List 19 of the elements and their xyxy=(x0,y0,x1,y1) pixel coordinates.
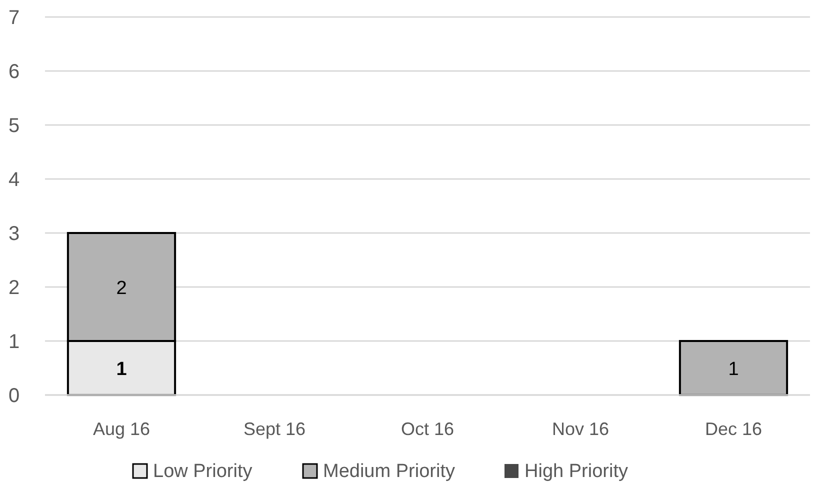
x-tick-label: Oct 16 xyxy=(400,419,454,439)
x-tick-label: Sept 16 xyxy=(243,419,306,439)
y-tick-label: 2 xyxy=(8,277,20,299)
y-tick-label: 6 xyxy=(8,61,20,83)
y-tick-label: 5 xyxy=(8,115,20,137)
y-tick-label: 1 xyxy=(8,331,20,353)
x-tick-label: Aug 16 xyxy=(92,419,150,439)
legend-label: Medium Priority xyxy=(323,461,456,482)
y-tick-label: 7 xyxy=(8,7,20,29)
x-tick-label: Dec 16 xyxy=(704,419,762,439)
y-tick-label: 0 xyxy=(8,385,20,407)
legend-label: High Priority xyxy=(524,461,628,482)
data-label: 1 xyxy=(728,359,739,380)
y-tick-label: 4 xyxy=(8,169,20,191)
y-tick-label: 3 xyxy=(8,223,20,245)
legend-label: Low Priority xyxy=(153,461,253,482)
x-tick-label: Nov 16 xyxy=(552,419,610,439)
data-label: 1 xyxy=(116,359,128,380)
data-label: 2 xyxy=(116,278,127,299)
